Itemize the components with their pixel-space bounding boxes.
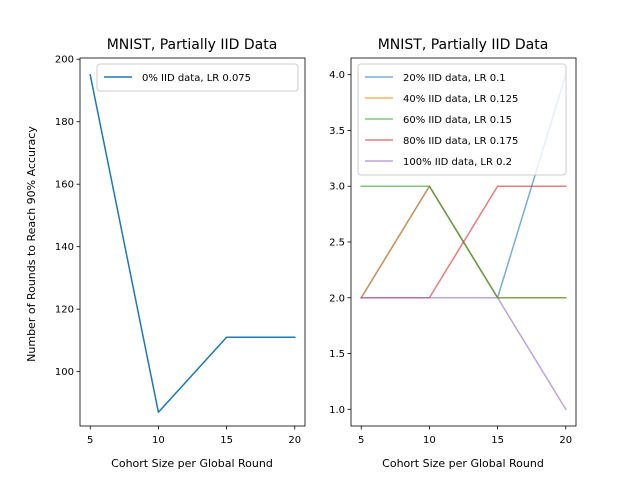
left-chart-y-axis-label: Number of Rounds to Reach 90% Accuracy: [25, 126, 38, 362]
left-chart-y-tick-label: 200: [55, 55, 74, 66]
right-chart: MNIST, Partially IID Data Cohort Size pe…: [329, 37, 577, 470]
right-chart-legend-label-1: 20% IID data, LR 0.1: [403, 73, 506, 84]
right-chart-legend-label-3: 60% IID data, LR 0.15: [403, 115, 512, 126]
right-chart-y-tick-label: 2.5: [329, 238, 345, 249]
left-chart-y-tick-label: 180: [55, 117, 74, 128]
left-chart-x-tick-label: 10: [152, 435, 165, 446]
left-chart-legend-label-1: 0% IID data, LR 0.075: [142, 73, 251, 84]
left-chart-title: MNIST, Partially IID Data: [107, 37, 278, 53]
left-chart-x-tick-label: 15: [220, 435, 233, 446]
right-chart-series-line-5: [360, 297, 567, 411]
left-chart-x-tick-label: 5: [87, 435, 93, 446]
right-chart-y-tick-label: 3.5: [329, 126, 345, 137]
left-chart-x-tick-label: 20: [288, 435, 301, 446]
right-chart-x-tick-label: 5: [358, 435, 364, 446]
right-chart-x-tick-label: 10: [423, 435, 436, 446]
left-chart-y-tick-label: 100: [55, 367, 74, 378]
right-chart-legend-label-5: 100% IID data, LR 0.2: [403, 157, 512, 168]
right-chart-y-tick-label: 2.0: [329, 293, 345, 304]
right-chart-y-tick-label: 1.0: [329, 405, 345, 416]
left-chart-y-tick-label: 120: [55, 305, 74, 316]
left-chart-x-axis-label: Cohort Size per Global Round: [111, 457, 273, 470]
right-chart-y-tick-label: 4.0: [329, 70, 345, 81]
right-chart-x-tick-label: 15: [491, 435, 504, 446]
right-chart-y-tick-label: 3.0: [329, 182, 345, 193]
left-chart-plot-frame: [79, 57, 306, 427]
right-chart-x-tick-label: 20: [559, 435, 572, 446]
right-chart-y-tick-label: 1.5: [329, 349, 345, 360]
right-chart-x-axis-label: Cohort Size per Global Round: [382, 457, 544, 470]
right-chart-legend-label-2: 40% IID data, LR 0.125: [403, 94, 518, 105]
right-chart-legend-label-4: 80% IID data, LR 0.175: [403, 136, 518, 147]
left-chart-y-tick-label: 160: [55, 180, 74, 191]
left-chart: MNIST, Partially IID Data Cohort Size pe…: [25, 37, 306, 470]
right-chart-legend-box: [357, 63, 567, 176]
left-chart-series-line-1: [89, 73, 296, 413]
right-chart-title: MNIST, Partially IID Data: [378, 37, 549, 53]
left-chart-legend-box: [96, 63, 299, 92]
left-chart-y-tick-label: 140: [55, 242, 74, 253]
